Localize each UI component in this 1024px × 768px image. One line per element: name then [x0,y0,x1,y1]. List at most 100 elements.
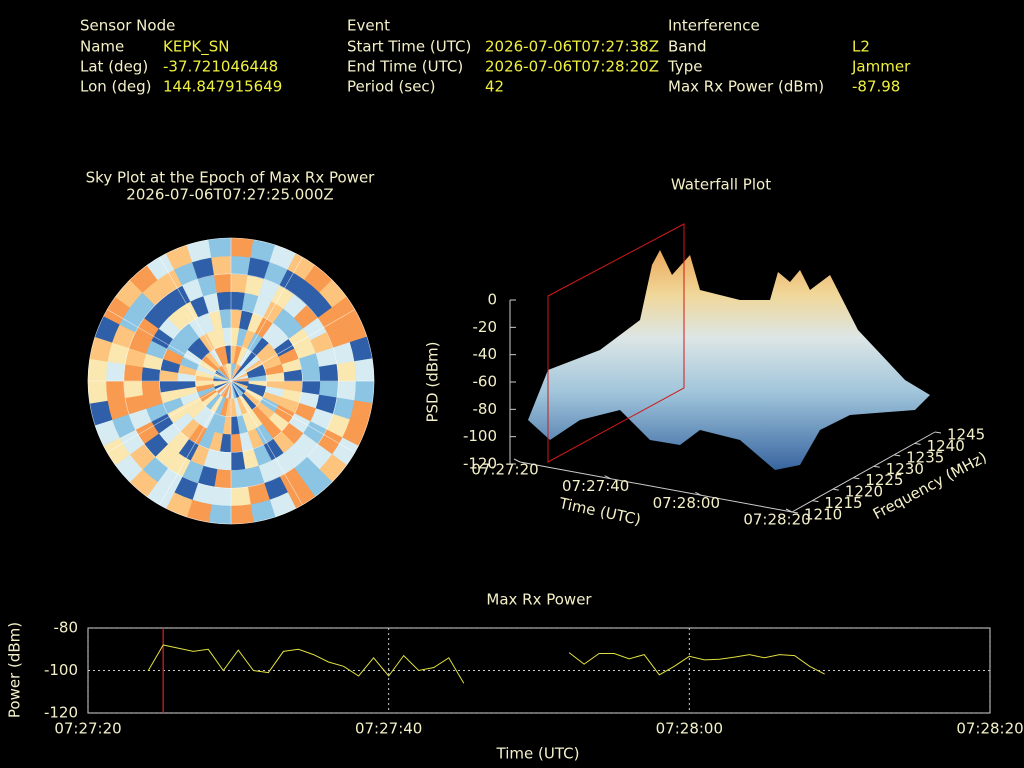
y-tick-label: 1225 [865,471,903,489]
sky-cell [211,486,232,507]
info-value: Jammer [851,58,911,76]
cut-plane [547,223,685,463]
sky-cell [336,361,357,382]
sky-spoke [230,309,355,382]
chart-title: Waterfall Plot [671,176,771,194]
info-label: End Time (UTC) [347,58,463,76]
x-tick [785,508,793,513]
y-tick-label: 1235 [906,448,944,466]
x-tick-label: 07:28:00 [656,720,723,738]
info-label: Type [667,58,702,76]
y-tick-label: 1210 [804,506,842,524]
chart-subtitle: 2026-07-06T07:27:25.000Z [126,186,333,204]
info-label: Lon (deg) [80,78,152,96]
y-tick [934,431,942,434]
info-value: 42 [485,78,504,96]
z-tick-label: -20 [473,318,498,336]
x-tick [604,475,611,480]
sky-cell [354,380,375,404]
sky-cell [230,237,254,258]
axis [519,461,793,513]
sky-cell [105,380,126,401]
info-value: KEPK_SN [163,38,229,57]
info-heading: Interference [668,17,760,35]
z-axis-label: PSD (dBm) [424,341,442,422]
info-label: Period (sec) [347,78,436,96]
sky-spoke [107,380,232,453]
x-tick [513,458,521,463]
info-label: Max Rx Power (dBm) [668,78,824,96]
info-label: Band [668,38,707,56]
info-value: -37.721046448 [163,58,278,76]
y-tick-label: 1220 [845,483,883,501]
sky-cell [208,504,232,525]
sky-cell [211,255,232,276]
sky-cell [213,273,232,293]
sky-cell [87,380,108,404]
x-tick-label: 07:28:00 [653,494,720,512]
sky-cell [230,255,251,276]
sky-cell [105,361,126,382]
y-axis-label: Power (dBm) [6,622,24,718]
y-tick [914,442,921,445]
x-tick-label: 07:27:20 [471,461,538,479]
sky-cell [230,504,254,525]
sky-spoke [230,380,303,505]
y-tick-label: -100 [44,661,78,679]
y-tick [832,488,839,491]
y-tick-label: -120 [44,704,78,722]
sky-cell [230,486,251,507]
surface [528,250,930,470]
x-tick [695,491,702,496]
info-value: 2026-07-06T07:27:38Z [485,38,659,56]
sky-spoke [159,380,232,505]
axis [791,431,936,513]
info-label: Name [80,38,124,56]
x-tick-label: 07:27:20 [54,720,121,738]
y-tick-label: 1230 [886,460,924,478]
sky-cell [87,358,108,382]
sky-cell [336,380,357,401]
y-tick [812,500,819,503]
z-tick-label: 0 [487,291,497,309]
x-tick-label: 07:27:40 [562,477,629,495]
y-tick-label: -80 [54,619,79,637]
sky-cell [123,380,143,399]
info-heading: Event [347,17,390,35]
info-label: Lat (deg) [80,58,148,76]
x-tick-label: 07:28:20 [743,511,810,529]
x-tick-label: 07:27:40 [355,720,422,738]
z-tick-label: -80 [473,400,498,418]
info-value: -87.98 [852,78,900,96]
z-tick-label: -40 [473,345,498,363]
power-line [147,644,825,684]
x-tick-label: 07:28:20 [956,720,1023,738]
z-tick-label: -120 [463,455,497,473]
y-tick [894,454,901,457]
sky-cell [354,358,375,382]
sky-spoke [159,257,232,382]
info-value: 2026-07-06T07:28:20Z [485,58,659,76]
z-tick-label: -60 [473,373,498,391]
x-axis-label: Time (UTC) [496,745,580,763]
z-tick-label: -100 [463,427,497,445]
info-value: L2 [852,38,870,56]
y-tick [873,465,880,468]
y-tick [791,511,799,514]
y-tick-label: 1240 [927,437,965,455]
sky-spoke [107,309,232,382]
sky-cell [208,237,232,258]
y-tick-label: 1245 [947,426,985,444]
sky-spoke [230,257,303,382]
chart-title: Sky Plot at the Epoch of Max Rx Power [86,169,376,187]
sky-spoke [230,380,355,453]
sky-cell [319,363,339,382]
sky-cell [230,469,249,489]
info-heading: Sensor Node [80,17,175,35]
y-tick-label: 1215 [824,494,862,512]
chart-title: Max Rx Power [486,591,592,609]
info-value: 144.847915649 [163,78,282,96]
info-label: Start Time (UTC) [347,38,471,56]
